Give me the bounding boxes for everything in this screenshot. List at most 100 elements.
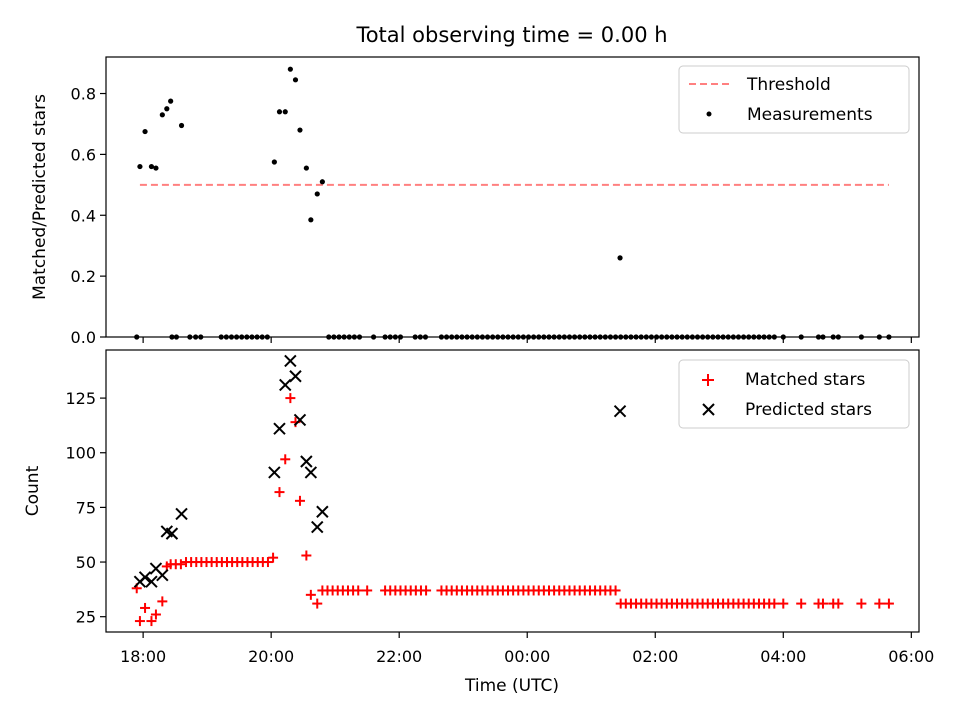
top-legend: Threshold Measurements [678, 65, 910, 134]
x-tick-label: 20:00 [248, 647, 294, 666]
measurement-point [479, 334, 486, 340]
top-legend-frame [678, 65, 910, 134]
measurement-point [314, 191, 320, 197]
matched-star-point [134, 616, 145, 627]
top-y-tick-label: 0.4 [71, 206, 96, 225]
measurement-point [700, 334, 706, 340]
measurement-point [392, 334, 398, 340]
matched-star-point [312, 598, 323, 609]
measurement-point [515, 334, 521, 340]
measurement-point [648, 334, 655, 340]
x-tick-label: 06:00 [888, 647, 934, 666]
predicted-star-stroke [145, 575, 158, 588]
measurement-point [664, 334, 670, 340]
measurement-point [422, 334, 429, 340]
measurement-point [326, 334, 332, 340]
top-y-tick-label: 0.2 [71, 267, 96, 286]
matched-star-point [353, 585, 364, 596]
measurement-point [561, 334, 567, 340]
measurement-point [751, 334, 757, 340]
top-y-tick-label: 0.8 [71, 85, 96, 104]
measurement-point [679, 334, 685, 340]
matched-star-point [610, 585, 621, 596]
top-data-marks [134, 66, 892, 340]
measurement-point [771, 334, 777, 340]
legend-threshold-label: Threshold [746, 75, 831, 95]
measurement-point [835, 334, 841, 340]
measurement-point [756, 334, 762, 340]
x-tick-label: 18:00 [120, 647, 166, 666]
bottom-y-ticks: 25 50 75 100 125 [65, 389, 106, 627]
predicted-star-point [156, 568, 169, 582]
measurement-point [454, 334, 460, 340]
measurement-point [500, 334, 506, 340]
matched-star-point [146, 616, 157, 627]
predicted-star-point [304, 466, 318, 479]
measurement-point [142, 128, 148, 135]
matched-star-point [262, 557, 273, 568]
bottom-y-tick-label: 25 [76, 608, 96, 627]
predicted-star-stroke [273, 422, 286, 435]
measurement-point [612, 334, 619, 340]
bottom-y-tick-label: 100 [65, 444, 96, 463]
predicted-star-point [279, 378, 292, 392]
measurement-point [623, 334, 629, 340]
measurement-point [249, 334, 255, 340]
measurement-point [168, 98, 174, 104]
measurement-point [198, 334, 204, 340]
measurement-point [556, 334, 562, 340]
bottom-legend: Matched stars Predicted stars [678, 359, 910, 429]
measurement-point [766, 334, 772, 340]
x-tick-label: 00:00 [504, 647, 550, 666]
measurement-point [653, 334, 660, 340]
matched-star-point [274, 487, 285, 498]
predicted-star-stroke [284, 354, 297, 368]
measurement-point [886, 334, 892, 340]
measurement-point [351, 334, 357, 340]
measurement-point [153, 165, 159, 171]
top-y-tick-label: 0.6 [71, 145, 96, 164]
measurement-point [820, 334, 826, 340]
measurement-point [858, 334, 864, 340]
measurement-point [618, 334, 624, 340]
predicted-star-stroke [138, 571, 152, 584]
measurement-point [531, 334, 537, 340]
matched-star-point [268, 552, 279, 563]
measurement-point [308, 217, 314, 223]
predicted-star-point [175, 507, 188, 521]
measurement-point [443, 334, 450, 340]
measurement-point [228, 334, 235, 340]
bottom-y-axis-label: Count [23, 465, 43, 516]
measurement-point [694, 334, 701, 340]
measurement-point [597, 334, 603, 340]
measurement-point [633, 334, 639, 340]
measurement-point [566, 334, 573, 340]
bottom-plot-frame [105, 349, 920, 633]
measurement-point [319, 179, 325, 185]
measurement-point [164, 106, 170, 112]
measurement-point [551, 334, 557, 340]
measurement-point [541, 334, 547, 340]
measurement-point [134, 334, 140, 340]
measurement-point [356, 334, 363, 340]
matched-star-point [150, 609, 161, 620]
measurement-point [412, 334, 418, 340]
measurement-point [469, 334, 475, 340]
predicted-star-stroke [175, 507, 188, 521]
legend-predicted-swatch [702, 403, 715, 416]
legend-measurements-swatch [706, 111, 712, 117]
measurement-point [536, 334, 542, 340]
measurement-point [254, 334, 260, 340]
matched-star-point [769, 598, 780, 609]
measurement-point [259, 334, 265, 340]
measurement-point [336, 334, 342, 340]
measurement-point [705, 334, 711, 340]
predicted-star-point [293, 413, 307, 427]
matched-star-point [280, 454, 291, 465]
matched-star-point [778, 598, 789, 609]
measurement-point [582, 334, 588, 340]
matched-star-point [874, 598, 885, 609]
matched-star-point [362, 585, 373, 596]
measurement-point [628, 334, 634, 340]
measurement-point [223, 334, 229, 340]
